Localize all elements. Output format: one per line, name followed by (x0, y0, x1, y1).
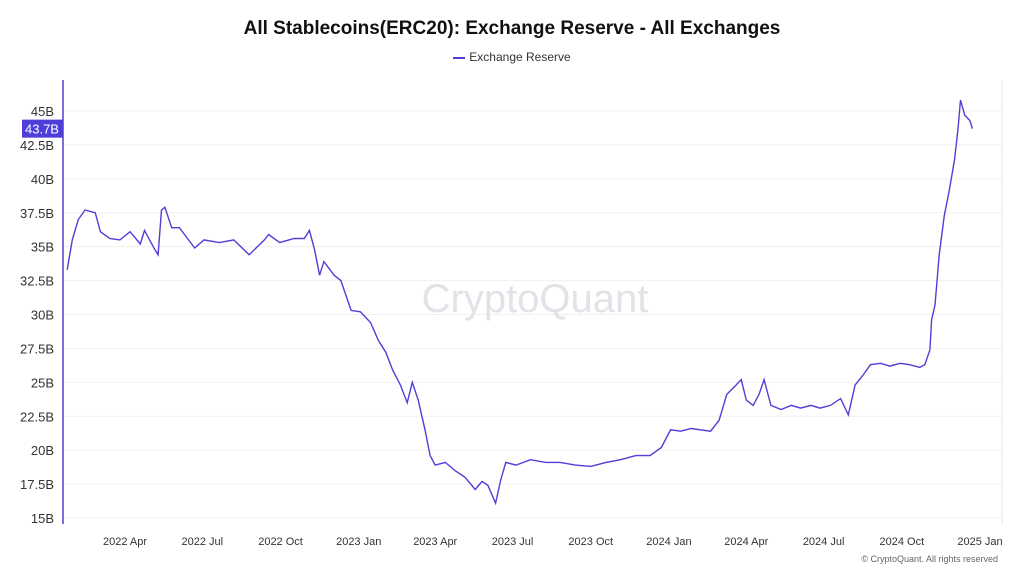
y-tick-label: 45B (31, 104, 54, 119)
legend-swatch (453, 56, 466, 59)
x-tick-label: 2022 Oct (258, 536, 303, 548)
series-line-exchange-reserve (66, 99, 974, 506)
y-tick-label: 17.5B (20, 477, 54, 492)
x-tick-label: 2024 Oct (879, 536, 924, 548)
x-tick-label: 2022 Jul (182, 536, 224, 548)
y-tick-label: 40B (31, 172, 54, 187)
copyright-footer: © CryptoQuant. All rights reserved (861, 554, 998, 564)
y-tick-label: 35B (31, 240, 54, 255)
badge-background (22, 119, 63, 138)
y-tick-label: 37.5B (20, 206, 54, 221)
x-tick-label: 2024 Jul (803, 536, 845, 548)
y-tick-label: 22.5B (20, 409, 54, 424)
badge-label: 43.7B (25, 122, 59, 137)
y-tick-label: 15B (31, 511, 54, 526)
y-tick-label: 32.5B (20, 274, 54, 289)
legend[interactable]: Exchange Reserve (0, 50, 1024, 64)
x-tick-label: 2023 Oct (568, 536, 613, 548)
x-tick-label: 2025 Jan (957, 536, 1002, 548)
x-tick-label: 2024 Jan (646, 536, 691, 548)
watermark-logo: CryptoQuant (422, 277, 649, 321)
chart-title: All Stablecoins(ERC20): Exchange Reserve… (243, 18, 781, 39)
x-tick-label: 2022 Apr (103, 536, 147, 548)
current-value-badge: 43.7B (22, 119, 63, 138)
x-tick-label: 2024 Apr (724, 536, 768, 548)
y-tick-label: 20B (31, 443, 54, 458)
y-tick-label: 30B (31, 308, 54, 323)
x-tick-label: 2023 Apr (413, 536, 457, 548)
x-tick-label: 2023 Jul (492, 536, 534, 548)
y-tick-label: 42.5B (20, 138, 54, 153)
x-tick-label: 2023 Jan (336, 536, 381, 548)
legend-label: Exchange Reserve (469, 50, 571, 64)
y-tick-label: 25B (31, 375, 54, 390)
y-tick-label: 27.5B (20, 341, 54, 356)
